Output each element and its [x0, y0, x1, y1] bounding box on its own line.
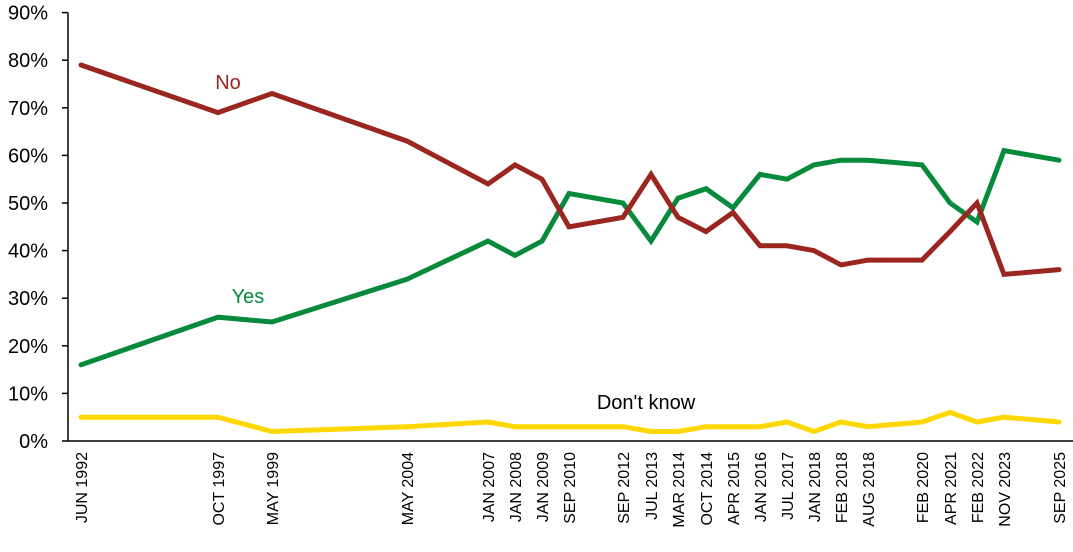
- x-tick-label: APR 2021: [943, 452, 960, 525]
- series-label-no: No: [215, 72, 241, 94]
- x-tick-label: JAN 2009: [535, 452, 552, 522]
- x-tick-label: JUL 2017: [780, 452, 797, 520]
- y-axis: 0% 10% 20% 30% 40% 50% 60% 70% 80% 90%: [8, 3, 69, 453]
- series-lines: [78, 62, 1062, 435]
- y-tick-label: 90%: [8, 3, 48, 25]
- y-tick-label: 80%: [8, 50, 48, 72]
- x-tick-label: APR 2015: [726, 452, 743, 525]
- x-tick-label: MAY 1999: [265, 452, 282, 525]
- x-tick-label: FEB 2020: [915, 452, 932, 523]
- x-tick-label: OCT 2014: [699, 452, 716, 526]
- y-tick-label: 40%: [8, 241, 48, 263]
- x-tick-label: FEB 2018: [834, 452, 851, 523]
- x-tick-label: MAR 2014: [671, 452, 688, 528]
- x-tick-label: FEB 2022: [970, 452, 987, 523]
- x-tick-label: OCT 1997: [211, 452, 228, 526]
- x-axis: JUN 1992 OCT 1997 MAY 1999 MAY 2004 JAN 2007…: [68, 440, 1073, 528]
- series-line-yes: [78, 147, 1062, 368]
- y-tick-label: 60%: [8, 145, 48, 167]
- x-tick-label: JAN 2018: [807, 452, 824, 522]
- x-tick-label: JUN 1992: [74, 452, 91, 523]
- x-tick-label: JAN 2016: [753, 452, 770, 522]
- series-line-no: [78, 62, 1062, 278]
- x-tick-label: SEP 2012: [616, 452, 633, 524]
- y-tick-label: 70%: [8, 98, 48, 120]
- series-line-don-t-know: [78, 409, 1062, 435]
- x-tick-label: MAY 2004: [400, 452, 417, 525]
- y-tick-label: 0%: [19, 431, 48, 453]
- series-labels: No Yes Don't know: [215, 72, 696, 414]
- y-tick-label: 20%: [8, 336, 48, 358]
- x-tick-label: SEP 2025: [1052, 452, 1069, 524]
- x-tick-label: JAN 2007: [481, 452, 498, 522]
- series-label-yes: Yes: [232, 286, 265, 308]
- x-tick-label: JUL 2013: [644, 452, 661, 520]
- y-tick-label: 30%: [8, 288, 48, 310]
- x-tick-label: AUG 2018: [861, 452, 878, 527]
- x-tick-label: JAN 2008: [508, 452, 525, 522]
- y-tick-label: 50%: [8, 193, 48, 215]
- x-tick-label: SEP 2010: [562, 452, 579, 524]
- series-label-don-t-know: Don't know: [597, 392, 696, 414]
- y-tick-label: 10%: [8, 383, 48, 405]
- x-tick-label: NOV 2023: [997, 452, 1014, 527]
